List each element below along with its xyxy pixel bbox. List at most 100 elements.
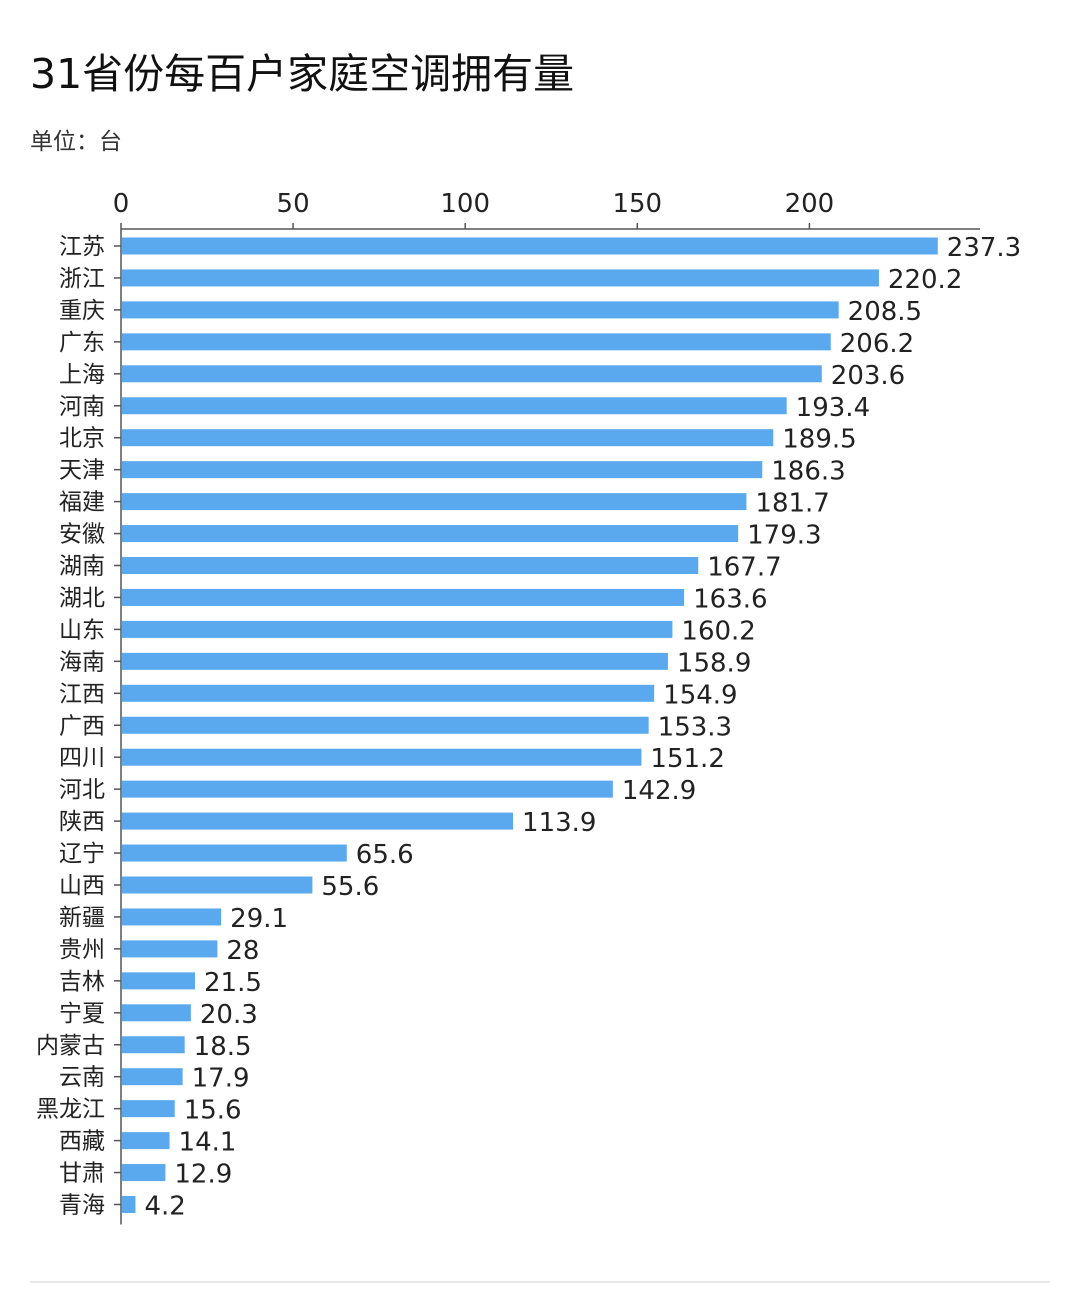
category-label: 内蒙古 [36,1033,105,1059]
category-label: 新疆 [59,905,105,931]
bar [122,397,787,415]
bar [122,237,938,255]
chart-title: 31省份每百户家庭空调拥有量 [30,50,575,98]
category-label: 重庆 [59,298,105,324]
category-label: 云南 [59,1065,105,1091]
bar [122,1004,191,1022]
value-label: 151.2 [650,744,724,774]
category-label: 北京 [59,426,105,452]
value-label: 158.9 [677,648,751,678]
bar [122,940,218,958]
x-tick-label: 150 [612,189,662,219]
x-tick-label: 200 [785,189,835,219]
value-label: 189.5 [782,425,856,455]
category-label: 上海 [59,362,105,388]
value-label: 142.9 [622,776,696,806]
bar [122,557,699,574]
category-label: 陕西 [59,809,105,835]
value-label: 160.2 [681,616,755,646]
bar [122,748,642,766]
bar [122,588,685,606]
x-tick-label: 50 [277,189,310,219]
value-label: 14.1 [179,1128,237,1158]
bar [122,780,613,798]
bar [122,493,747,511]
bar [122,1036,185,1054]
bar [122,652,668,670]
value-label: 220.2 [888,265,962,295]
value-label: 208.5 [848,297,922,327]
value-label: 237.3 [947,233,1021,263]
category-label: 湖北 [59,585,105,611]
bar [122,269,879,287]
bar [122,1100,175,1118]
bar [122,525,739,543]
category-label: 贵州 [59,937,105,963]
value-label: 21.5 [204,968,262,998]
value-label: 4.2 [144,1192,185,1222]
category-label: 广西 [59,713,105,739]
bar [122,1068,183,1086]
bar [122,365,822,383]
value-label: 12.9 [174,1160,232,1190]
y-axis: 江苏浙江重庆广东上海河南北京天津福建安徽湖南湖北山东海南江西广西四川河北陕西辽宁… [36,229,122,1225]
chart-unit-label: 单位：台 [30,129,122,155]
value-label: 29.1 [230,904,288,934]
x-tick-label: 0 [113,189,130,219]
category-label: 西藏 [59,1129,105,1155]
value-label: 17.9 [192,1064,250,1094]
bar [122,716,649,734]
category-label: 山东 [59,617,105,643]
bar [122,844,347,862]
value-label: 154.9 [663,680,737,710]
value-label: 153.3 [658,712,732,742]
category-label: 宁夏 [59,1001,105,1027]
bar [122,876,313,894]
category-label: 广东 [59,330,105,356]
category-label: 黑龙江 [36,1097,105,1123]
category-label: 江西 [59,681,105,707]
category-label: 福建 [59,490,105,516]
category-label: 辽宁 [59,841,105,867]
category-label: 山西 [59,873,105,899]
footer-divider [30,1281,1050,1283]
category-label: 天津 [59,458,105,484]
category-label: 安徽 [59,522,105,548]
bar-chart: 0 50 100 150 200 江苏浙江重庆广东上海河南北京天津福建安徽湖南湖北山东海… [36,189,1021,1225]
category-label: 浙江 [59,266,105,292]
category-label: 江苏 [59,234,105,260]
value-label: 15.6 [184,1096,242,1126]
category-label: 吉林 [59,969,105,995]
x-tick-label: 100 [440,189,490,219]
bar [122,429,774,447]
category-label: 河北 [59,777,105,803]
bar [122,620,673,638]
value-label: 179.3 [747,521,821,551]
value-label: 193.4 [796,393,870,423]
value-label: 186.3 [771,457,845,487]
value-label: 203.6 [831,361,905,391]
value-label: 163.6 [693,584,767,614]
category-label: 湖南 [59,554,105,580]
value-label: 18.5 [194,1032,252,1062]
category-label: 四川 [59,745,105,771]
bar [122,1132,170,1150]
value-label: 181.7 [755,489,829,519]
x-axis: 0 50 100 150 200 [113,189,980,230]
category-label: 甘肃 [59,1161,105,1187]
value-label: 55.6 [321,872,379,902]
value-label: 28 [226,936,259,966]
bar [122,333,831,351]
category-label: 海南 [59,649,105,675]
bar [122,461,763,479]
category-label: 青海 [59,1193,105,1219]
value-label: 20.3 [200,1000,258,1030]
bar [122,301,839,319]
bar [122,812,514,830]
bar [122,972,196,990]
bar [122,684,655,702]
bar [122,908,222,926]
category-label: 河南 [59,394,105,420]
value-label: 65.6 [356,840,414,870]
value-label-group: 237.3220.2208.5206.2203.6193.4189.5186.3… [144,233,1021,1222]
